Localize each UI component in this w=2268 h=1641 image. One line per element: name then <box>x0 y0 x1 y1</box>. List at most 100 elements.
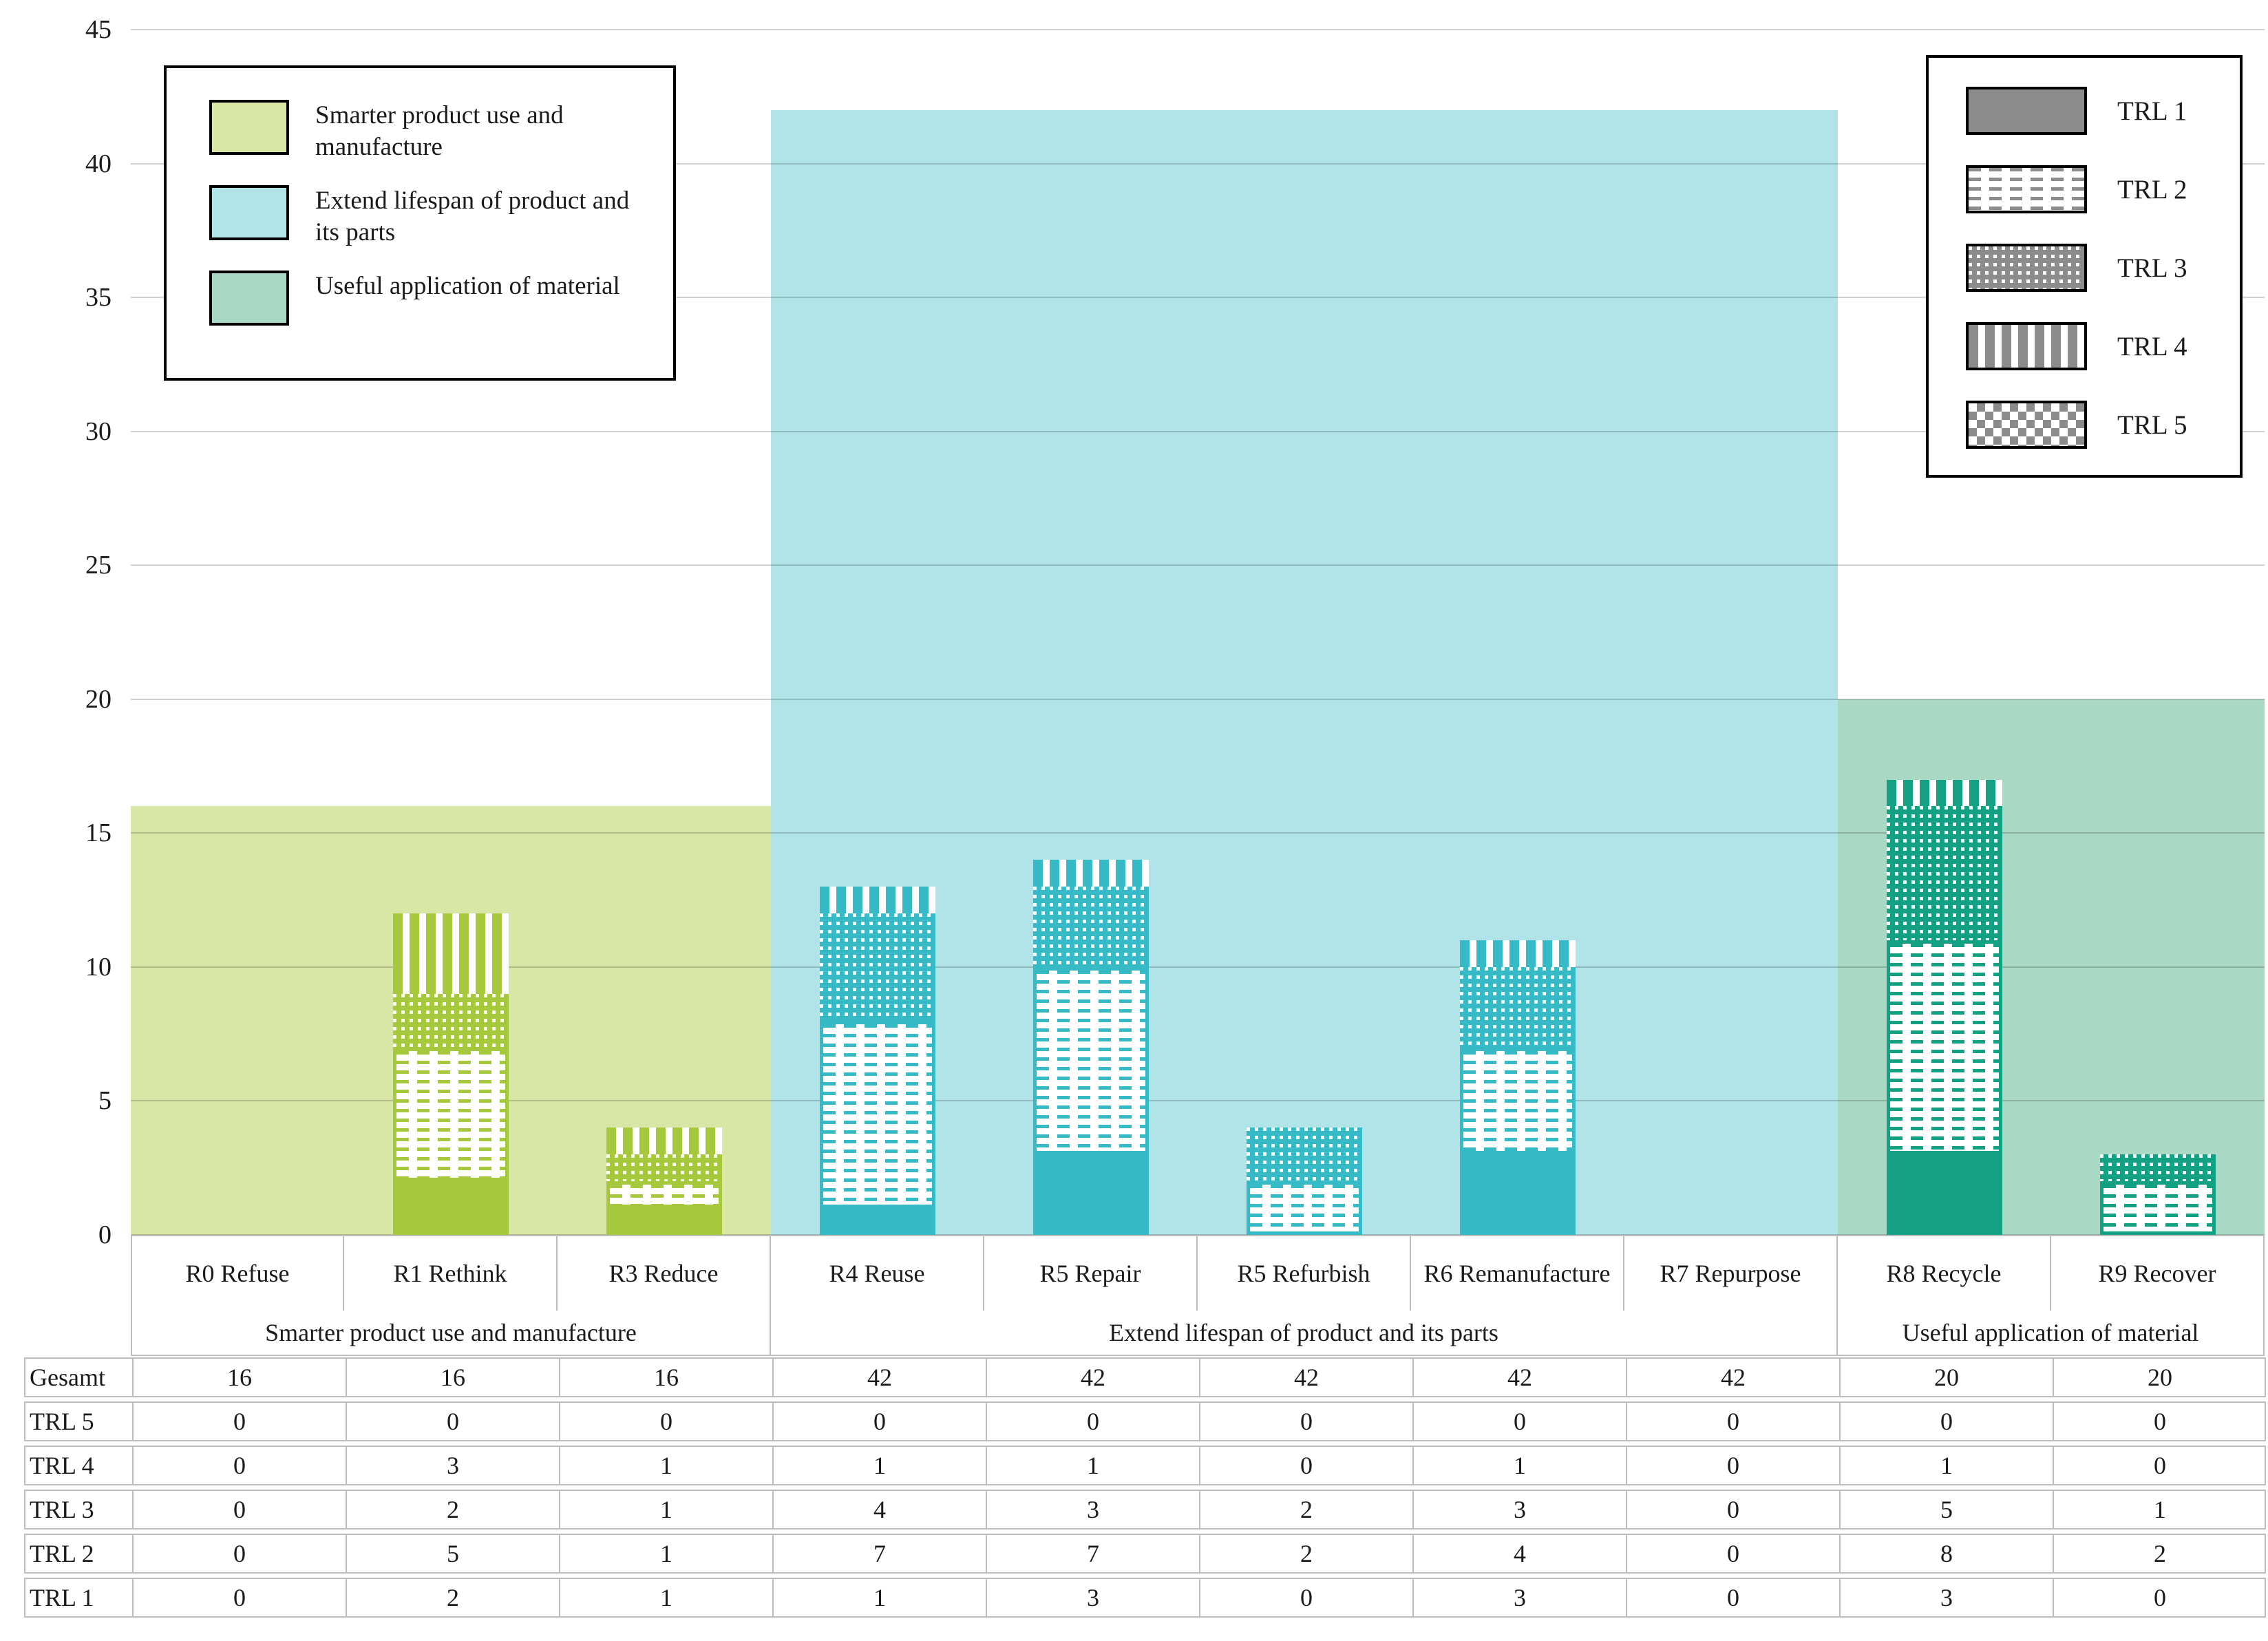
table-cell: 8 <box>1839 1535 2053 1572</box>
group-header-2: Extend lifespan of product and its parts <box>771 1311 1838 1355</box>
table-cell: 4 <box>772 1491 986 1528</box>
gridline-25 <box>131 564 2265 567</box>
category-legend-swatch-3 <box>209 271 289 326</box>
category-legend-item-1: Smarter product use and manufacture <box>209 100 659 163</box>
table-cell: 1 <box>772 1447 986 1484</box>
table-cell: 16 <box>559 1359 772 1396</box>
category-header-9: R8 Recycle <box>1838 1236 2051 1311</box>
table-cell: 1 <box>772 1579 986 1616</box>
gridline-5 <box>131 1100 2265 1102</box>
table-cell: 0 <box>1199 1403 1412 1440</box>
bar-r1-rethink-trl-1 <box>393 1181 509 1235</box>
category-legend-swatch-2 <box>209 185 289 240</box>
category-legend-label-3: Useful application of material <box>315 272 620 300</box>
bar-r1-rethink-trl-2 <box>393 1047 509 1182</box>
category-label-row: R0 Refuse R1 Rethink R3 Reduce R4 Reuse R5 R… <box>131 1235 2265 1311</box>
category-legend-item-3: Useful application of material <box>209 271 659 326</box>
bar-r9-recover-trl-2 <box>2100 1181 2216 1235</box>
table-cell: 4 <box>1412 1535 1626 1572</box>
y-tick-label-5: 5 <box>98 1086 112 1116</box>
table-cell: 0 <box>2053 1447 2266 1484</box>
table-cell: 3 <box>346 1447 559 1484</box>
row-header-trl-3: TRL 3 <box>30 1496 94 1523</box>
gridline-35 <box>131 297 2265 299</box>
gridline-10 <box>131 966 2265 968</box>
bar-r8-recycle-trl-2 <box>1887 940 2002 1155</box>
bar-r6-remanufacture-trl-1 <box>1460 1154 1576 1235</box>
trl-legend-item-5: TRL 5 <box>1966 401 2226 449</box>
trl-legend-swatch-3 <box>1966 244 2087 292</box>
table-cell: 2 <box>1199 1491 1412 1528</box>
trl-legend-label-4: TRL 4 <box>2117 331 2187 361</box>
y-tick-label-45: 45 <box>85 15 112 45</box>
row-header-gesamt: Gesamt <box>30 1364 105 1391</box>
table-cell: 0 <box>132 1491 346 1528</box>
category-legend-label-2: Extend lifespan of product and its parts <box>315 187 630 246</box>
row-header-trl-2: TRL 2 <box>30 1540 94 1567</box>
table-cell: 3 <box>1412 1491 1626 1528</box>
gridline-15 <box>131 832 2265 834</box>
table-cell: 16 <box>132 1359 346 1396</box>
bar-r5-repair-trl-4 <box>1033 860 1149 887</box>
table-cell: 7 <box>772 1535 986 1572</box>
table-cell: 1 <box>2053 1491 2266 1528</box>
table-cell: 3 <box>1839 1579 2053 1616</box>
bar-r4-reuse-trl-3 <box>820 913 935 1021</box>
bar-r8-recycle-trl-1 <box>1887 1154 2002 1235</box>
table-cell: 0 <box>1412 1403 1626 1440</box>
category-header-5: R5 Repair <box>984 1236 1198 1311</box>
y-tick-label-10: 10 <box>85 952 112 982</box>
table-cell: 0 <box>1626 1535 1839 1572</box>
bar-r3-reduce-trl-4 <box>606 1127 722 1155</box>
table-cell: 0 <box>1626 1447 1839 1484</box>
category-header-1: R0 Refuse <box>131 1236 344 1311</box>
category-legend-item-2: Extend lifespan of product and its parts <box>209 185 659 248</box>
bar-r3-reduce-trl-3 <box>606 1154 722 1182</box>
table-cell: 3 <box>1412 1579 1626 1616</box>
table-cell: 1 <box>559 1535 772 1572</box>
table-cell: 0 <box>1626 1491 1839 1528</box>
table-cell: 2 <box>1199 1535 1412 1572</box>
bar-r5-repair-trl-1 <box>1033 1154 1149 1235</box>
table-cell: 42 <box>986 1359 1199 1396</box>
group-label-row: Smarter product use and manufacture Exten… <box>131 1311 2265 1356</box>
table-cell: 3 <box>986 1491 1199 1528</box>
table-row-gesamt: Gesamt 16 16 16 42 42 42 42 42 20 20 <box>24 1357 2266 1397</box>
bar-r3-reduce-trl-2 <box>606 1181 722 1209</box>
bar-r4-reuse-trl-2 <box>820 1020 935 1209</box>
bar-r1-rethink-trl-3 <box>393 993 509 1048</box>
table-cell: 2 <box>346 1491 559 1528</box>
table-cell: 1 <box>559 1447 772 1484</box>
bar-r5-refurbish-trl-3 <box>1247 1127 1362 1182</box>
trl-legend-label-5: TRL 5 <box>2117 410 2187 440</box>
table-cell: 0 <box>346 1403 559 1440</box>
bar-r1-rethink-trl-4 <box>393 913 509 994</box>
trl-legend-swatch-4 <box>1966 322 2087 370</box>
row-header-trl-5: TRL 5 <box>30 1408 94 1435</box>
row-header-trl-1: TRL 1 <box>30 1584 94 1611</box>
table-cell: 1 <box>986 1447 1199 1484</box>
table-cell: 42 <box>1199 1359 1412 1396</box>
trl-legend-swatch-1 <box>1966 87 2087 135</box>
group-band-2 <box>771 109 1838 1235</box>
bar-r9-recover-trl-3 <box>2100 1154 2216 1182</box>
category-legend-swatch-1 <box>209 100 289 155</box>
y-tick-label-15: 15 <box>85 818 112 848</box>
trl-legend-item-3: TRL 3 <box>1966 244 2226 292</box>
table-cell: 20 <box>2053 1359 2266 1396</box>
bar-r4-reuse-trl-1 <box>820 1208 935 1235</box>
table-cell: 0 <box>1626 1579 1839 1616</box>
table-cell: 0 <box>559 1403 772 1440</box>
category-header-8: R7 Repurpose <box>1624 1236 1838 1311</box>
table-cell: 5 <box>346 1535 559 1572</box>
table-cell: 0 <box>2053 1403 2266 1440</box>
y-tick-label-40: 40 <box>85 149 112 178</box>
table-cell: 0 <box>132 1403 346 1440</box>
gridline-20 <box>131 698 2265 700</box>
y-tick-label-0: 0 <box>98 1220 112 1249</box>
gridline-30 <box>131 430 2265 432</box>
